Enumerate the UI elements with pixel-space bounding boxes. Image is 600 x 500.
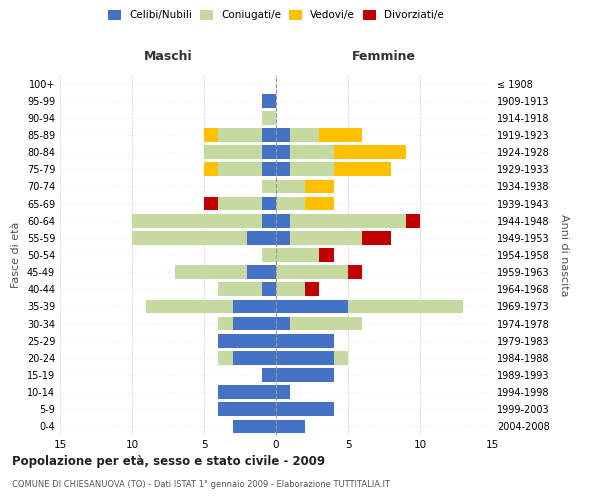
Bar (262, 180, 276, 194)
Legend: Celibi/Nubili, Coniugati/e, Vedovi/e, Divorziati/e: Celibi/Nubili, Coniugati/e, Vedovi/e, Di… (108, 10, 444, 20)
Bar (290, 316, 362, 330)
Bar (204, 128, 218, 142)
Bar (276, 196, 305, 210)
Bar (290, 146, 334, 159)
Bar (319, 128, 362, 142)
Bar (276, 146, 290, 159)
Bar (276, 282, 305, 296)
Bar (262, 128, 276, 142)
Bar (262, 214, 276, 228)
Bar (305, 196, 334, 210)
Bar (276, 266, 348, 279)
Bar (319, 248, 334, 262)
Bar (290, 162, 334, 176)
Bar (334, 146, 406, 159)
Bar (262, 162, 276, 176)
Bar (218, 351, 233, 364)
Bar (233, 316, 276, 330)
Bar (290, 214, 406, 228)
Bar (276, 162, 290, 176)
Bar (276, 128, 290, 142)
Y-axis label: Anni di nascita: Anni di nascita (559, 214, 569, 296)
Bar (262, 282, 276, 296)
Bar (218, 334, 276, 347)
Bar (276, 231, 290, 244)
Text: COMUNE DI CHIESANUOVA (TO) - Dati ISTAT 1° gennaio 2009 - Elaborazione TUTTITALI: COMUNE DI CHIESANUOVA (TO) - Dati ISTAT … (12, 480, 390, 489)
Bar (218, 402, 276, 416)
Bar (276, 402, 334, 416)
Y-axis label: Fasce di età: Fasce di età (11, 222, 21, 288)
Bar (305, 180, 334, 194)
Bar (406, 214, 420, 228)
Bar (218, 282, 262, 296)
Bar (276, 300, 348, 314)
Bar (247, 266, 276, 279)
Bar (290, 128, 319, 142)
Bar (132, 214, 262, 228)
Text: Popolazione per età, sesso e stato civile - 2009: Popolazione per età, sesso e stato civil… (12, 455, 325, 468)
Bar (233, 300, 276, 314)
Bar (204, 196, 218, 210)
Bar (233, 351, 276, 364)
Bar (262, 196, 276, 210)
Bar (262, 111, 276, 124)
Bar (362, 231, 391, 244)
Text: Maschi: Maschi (143, 50, 193, 63)
Bar (276, 180, 305, 194)
Bar (276, 386, 290, 399)
Bar (262, 146, 276, 159)
Bar (218, 196, 262, 210)
Bar (218, 128, 262, 142)
Bar (276, 248, 319, 262)
Bar (218, 162, 262, 176)
Text: Femmine: Femmine (352, 50, 416, 63)
Bar (290, 231, 362, 244)
Bar (305, 282, 319, 296)
Bar (334, 162, 391, 176)
Bar (262, 248, 276, 262)
Bar (146, 300, 233, 314)
Bar (262, 368, 276, 382)
Bar (132, 231, 247, 244)
Bar (334, 351, 348, 364)
Bar (276, 316, 290, 330)
Bar (218, 316, 233, 330)
Bar (276, 334, 334, 347)
Bar (218, 386, 276, 399)
Bar (276, 420, 305, 434)
Bar (276, 351, 334, 364)
Bar (204, 146, 262, 159)
Bar (175, 266, 247, 279)
Bar (276, 368, 334, 382)
Bar (204, 162, 218, 176)
Bar (247, 231, 276, 244)
Bar (348, 300, 463, 314)
Bar (233, 420, 276, 434)
Bar (262, 94, 276, 108)
Bar (276, 214, 290, 228)
Bar (348, 266, 362, 279)
